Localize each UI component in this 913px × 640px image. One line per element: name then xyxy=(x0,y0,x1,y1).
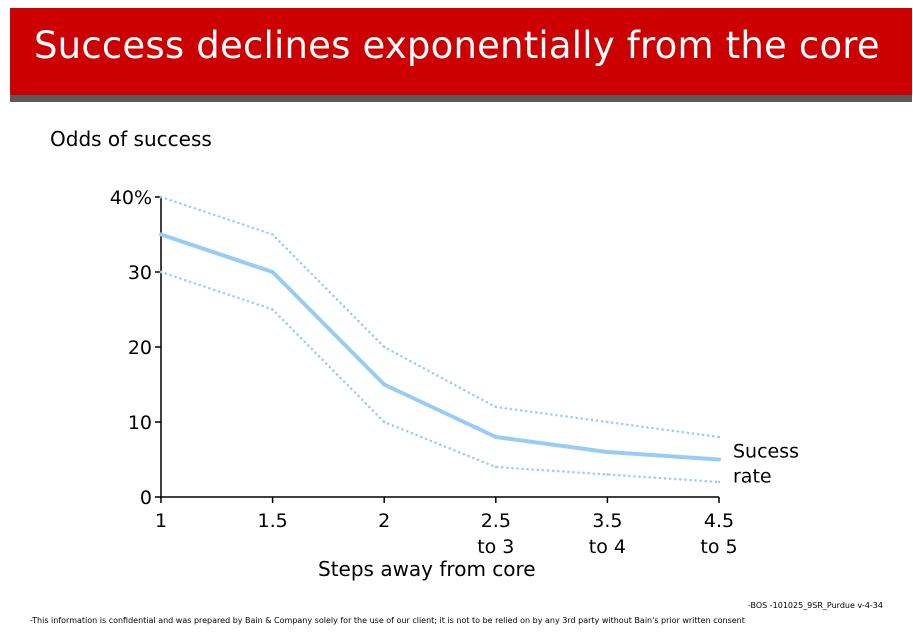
y-axis-label: Odds of success xyxy=(50,127,212,151)
title-bar xyxy=(10,8,912,95)
x-axis-label: Steps away from core xyxy=(318,557,536,581)
range-bound-line xyxy=(159,270,721,484)
x-tick-label: to 5 xyxy=(700,536,737,558)
footer-document-code: -BOS -101025_9SR_Purdue v-4-34 xyxy=(747,601,883,610)
data-point xyxy=(271,233,274,236)
x-tick-label: 2.5 xyxy=(481,510,511,532)
data-point xyxy=(383,345,386,349)
data-point xyxy=(717,457,721,462)
chart-tick-labels: 0 10 20 30 40% 1 1.5 2 2.5 to 3 3.5 to 4 4.5 to 5 Suce… xyxy=(110,187,799,558)
x-tick-label: to 3 xyxy=(477,536,514,558)
data-point xyxy=(493,435,498,439)
x-tick-label: 2 xyxy=(378,510,390,532)
success-rate-line xyxy=(159,232,721,462)
data-point xyxy=(271,308,274,311)
x-tick-label: 1 xyxy=(155,510,167,532)
y-tick-label: 0 xyxy=(140,487,152,509)
y-tick-label: 30 xyxy=(128,262,152,284)
data-point xyxy=(717,480,721,484)
series-label: rate xyxy=(733,466,772,488)
data-point xyxy=(717,435,721,439)
y-tick-label: 40% xyxy=(110,187,152,209)
chart-series xyxy=(159,195,721,484)
range-bound-line xyxy=(159,195,721,439)
line-chart: 0 10 20 30 40% 1 1.5 2 2.5 to 3 3.5 to 4 4.5 to 5 Suce… xyxy=(110,187,799,558)
data-point xyxy=(494,405,497,409)
data-point xyxy=(159,232,163,237)
data-point xyxy=(494,465,497,469)
data-point xyxy=(605,450,610,454)
data-point xyxy=(159,195,163,199)
x-tick-label: 1.5 xyxy=(257,510,287,532)
title-underline xyxy=(10,95,912,102)
x-tick-label: 4.5 xyxy=(704,510,734,532)
x-tick-label: to 4 xyxy=(589,536,626,558)
series-label: Sucess xyxy=(733,441,799,463)
slide-title: Success declines exponentially from the … xyxy=(34,24,880,67)
x-tick-label: 3.5 xyxy=(592,510,622,532)
y-tick-label: 10 xyxy=(128,412,152,434)
data-point xyxy=(606,420,609,424)
data-point xyxy=(159,270,163,274)
data-point xyxy=(383,420,386,424)
footer-confidentiality-note: -This information is confidential and wa… xyxy=(30,616,745,625)
y-tick-label: 20 xyxy=(128,337,152,359)
data-point xyxy=(606,473,609,476)
chart-axes xyxy=(155,196,720,503)
data-point xyxy=(270,270,275,274)
data-point xyxy=(382,382,387,387)
